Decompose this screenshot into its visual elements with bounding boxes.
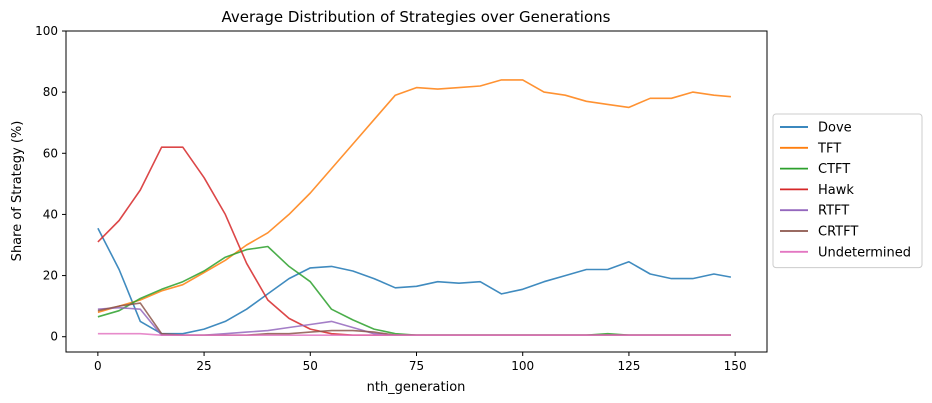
legend-label-ctft: CTFT xyxy=(818,162,850,177)
x-tick-label: 0 xyxy=(94,359,102,373)
axes: 0 25 50 75 100 125 150 0 20 40 60 80 100 xyxy=(35,24,746,373)
chart-title: Average Distribution of Strategies over … xyxy=(222,8,611,26)
y-axis-label: Share of Strategy (%) xyxy=(10,121,25,262)
legend: Dove TFT CTFT Hawk RTFT CRTFT Undetermined xyxy=(772,113,923,269)
legend-label-crtft: CRTFT xyxy=(818,225,858,240)
x-tick-label: 75 xyxy=(409,359,424,373)
x-tick-label: 50 xyxy=(303,359,318,373)
y-tick-label: 100 xyxy=(35,24,58,38)
legend-frame xyxy=(772,113,923,269)
plot-area xyxy=(97,79,732,337)
series-line-dove xyxy=(97,227,732,335)
x-axis-label: nth_generation xyxy=(367,380,466,395)
legend-label-tft: TFT xyxy=(817,141,841,156)
series-line-tft xyxy=(97,79,731,314)
x-tick-label: 150 xyxy=(724,359,747,373)
x-tick-label: 125 xyxy=(617,359,640,373)
y-tick-label: 60 xyxy=(43,146,58,160)
legend-label-rtft: RTFT xyxy=(818,204,849,219)
x-tick-label: 100 xyxy=(511,359,534,373)
x-tick-label: 25 xyxy=(196,359,211,373)
y-tick-label: 0 xyxy=(50,330,58,344)
y-tick-label: 80 xyxy=(43,85,58,99)
legend-label-hawk: Hawk xyxy=(818,183,854,198)
y-tick-label: 20 xyxy=(43,269,58,283)
series-line-undetermined xyxy=(97,332,731,337)
legend-label-undetermined: Undetermined xyxy=(818,245,911,260)
y-tick-label: 40 xyxy=(43,207,58,221)
legend-label-dove: Dove xyxy=(818,121,852,136)
